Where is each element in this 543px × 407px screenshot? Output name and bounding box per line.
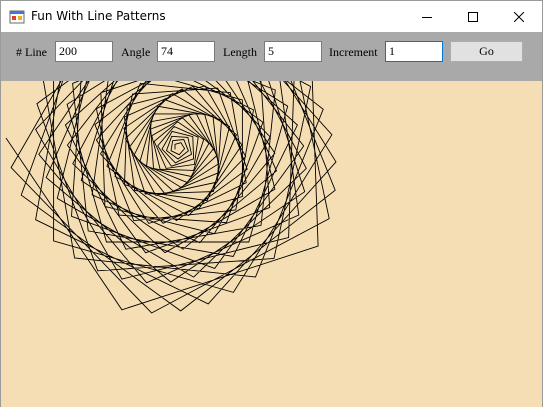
angle-label: Angle <box>121 45 151 59</box>
maximize-button[interactable] <box>450 1 496 32</box>
app-icon <box>9 9 25 25</box>
title-bar[interactable]: Fun With Line Patterns <box>1 1 542 32</box>
length-input[interactable] <box>264 41 322 62</box>
close-button[interactable] <box>496 1 542 32</box>
go-button[interactable]: Go <box>450 41 523 62</box>
angle-input[interactable] <box>157 41 215 62</box>
maximize-icon <box>468 11 478 22</box>
close-icon <box>514 11 524 22</box>
drawing-canvas <box>1 81 542 407</box>
lines-label: # Line <box>16 45 47 59</box>
increment-label: Increment <box>329 45 378 59</box>
parameter-toolbar: # Line Angle Length Increment Go <box>1 32 542 81</box>
window-title: Fun With Line Patterns <box>31 9 166 23</box>
increment-input[interactable] <box>385 41 443 62</box>
pattern-polyline <box>5 81 337 314</box>
length-label: Length <box>223 45 257 59</box>
minimize-button[interactable] <box>404 1 450 32</box>
minimize-icon <box>422 16 432 18</box>
line-pattern <box>5 81 337 314</box>
lines-input[interactable] <box>55 41 113 62</box>
